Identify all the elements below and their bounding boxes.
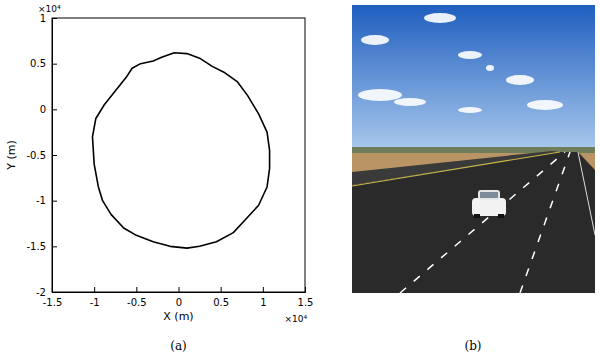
- x-axis: -1.5 -1 -0.5 0 0.5 1 1.5: [43, 287, 314, 308]
- tick-mark: [94, 287, 95, 292]
- tick-label: -2: [36, 287, 46, 298]
- tick-label: 0: [176, 297, 182, 308]
- tick-label: 0: [40, 104, 46, 115]
- cloud: [458, 51, 482, 59]
- tick: -0.5: [127, 287, 147, 308]
- tick-label: -1: [36, 195, 46, 206]
- tick: -1: [36, 195, 57, 206]
- tick: 0.5: [30, 58, 57, 69]
- cloud: [424, 13, 456, 23]
- cloud: [458, 107, 482, 113]
- tick: -1: [90, 287, 100, 308]
- panel-caption: (b): [464, 339, 481, 353]
- tick-label: 1: [40, 13, 46, 24]
- tick-label: -1.5: [26, 241, 46, 252]
- tick-mark: [52, 64, 57, 65]
- tick-mark: [136, 287, 137, 292]
- tick: 0: [176, 287, 182, 308]
- scene-photo: [352, 5, 595, 293]
- car-body: [472, 198, 506, 216]
- y-axis-title: Y (m): [5, 140, 18, 171]
- plot-frame: [52, 18, 305, 292]
- tick-mark: [52, 155, 57, 156]
- tick: 0.5: [213, 287, 229, 308]
- tick-label: -0.5: [26, 150, 46, 161]
- tick-mark: [221, 287, 222, 292]
- axis-multiplier: ×10⁴: [284, 314, 307, 324]
- panel-caption: (a): [170, 339, 187, 353]
- car-wheel: [474, 214, 480, 218]
- plot-area: [92, 53, 269, 248]
- road-edge-right: [578, 152, 595, 235]
- road-shoulder: [352, 151, 560, 185]
- cloud: [506, 75, 534, 85]
- axis-line: [53, 19, 58, 293]
- plot-background: [52, 18, 305, 292]
- tick-label: -1.5: [43, 297, 63, 308]
- car-wheel: [498, 214, 504, 218]
- cloud: [361, 35, 389, 45]
- tick: 0: [40, 104, 57, 115]
- tick-mark: [52, 246, 57, 247]
- road: [352, 152, 595, 293]
- car-window: [480, 192, 498, 198]
- cloud: [358, 89, 402, 101]
- cloud: [394, 98, 426, 106]
- tick-label: 1.5: [298, 297, 314, 308]
- lane-marking: [400, 152, 565, 293]
- tick-mark: [52, 109, 57, 110]
- cloud: [486, 65, 494, 71]
- lane-marking: [520, 152, 570, 293]
- tick-label: 0.5: [213, 297, 229, 308]
- figure: -1.5-1-0.500.511.5-2-1.5-1-0.500.51X (m)…: [0, 0, 600, 360]
- car-roof: [478, 190, 500, 200]
- tick-label: -1: [90, 297, 100, 308]
- axis-multiplier: ×10⁴: [38, 4, 61, 14]
- tick-label: 1: [260, 297, 266, 308]
- tick-label: -0.5: [127, 297, 147, 308]
- sky: [352, 5, 595, 150]
- cloud: [527, 100, 563, 110]
- x-axis-title: X (m): [163, 310, 193, 323]
- road-edge: [352, 152, 560, 186]
- tick-mark: [263, 287, 264, 292]
- tick-mark: [52, 201, 57, 202]
- track-line: [92, 53, 269, 248]
- tick: 1: [260, 287, 266, 308]
- tick-label: 0.5: [30, 58, 46, 69]
- tick-mark: [179, 287, 180, 292]
